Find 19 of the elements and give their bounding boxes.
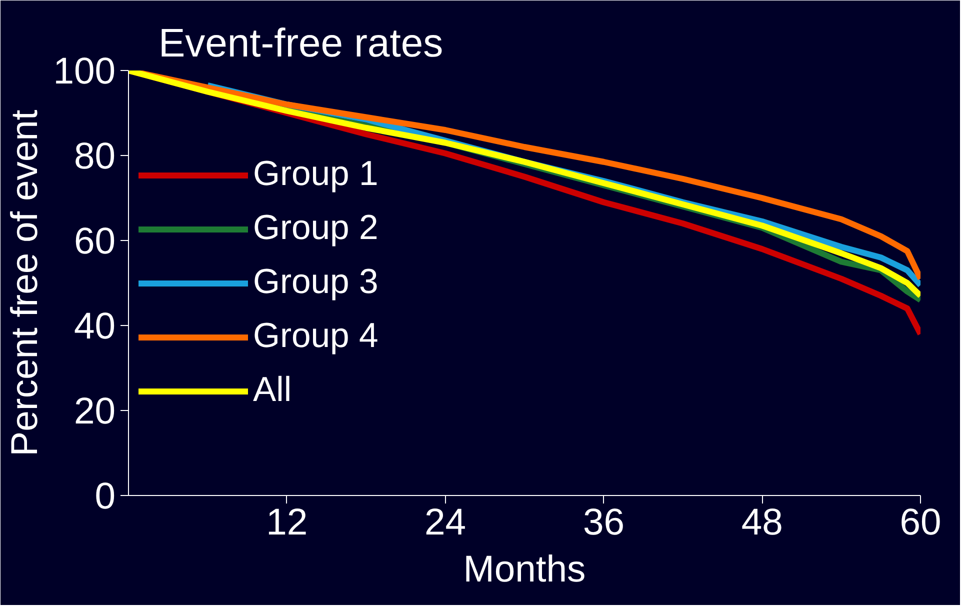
- legend-label: All: [253, 371, 292, 410]
- y-tick-label: 100: [53, 50, 116, 92]
- chart-title: Event-free rates: [158, 22, 444, 66]
- legend-label: Group 3: [253, 263, 378, 302]
- legend-label: Group 2: [253, 209, 378, 248]
- y-tick-label: 20: [74, 390, 116, 432]
- x-tick-label: 24: [424, 500, 466, 542]
- legend-label: Group 1: [253, 155, 378, 194]
- y-tick-label: 80: [74, 134, 116, 176]
- y-tick-label: 40: [74, 304, 116, 346]
- x-tick-label: 48: [741, 500, 783, 542]
- legend-label: Group 4: [253, 317, 378, 356]
- x-tick-label: 36: [582, 500, 624, 542]
- x-tick-label: 12: [266, 500, 308, 542]
- y-tick-label: 60: [74, 220, 116, 262]
- y-tick-label: 0: [94, 474, 116, 516]
- x-tick-label: 60: [900, 500, 942, 542]
- x-axis-title: Months: [463, 548, 586, 590]
- y-axis-title: Percent free of event: [3, 109, 46, 456]
